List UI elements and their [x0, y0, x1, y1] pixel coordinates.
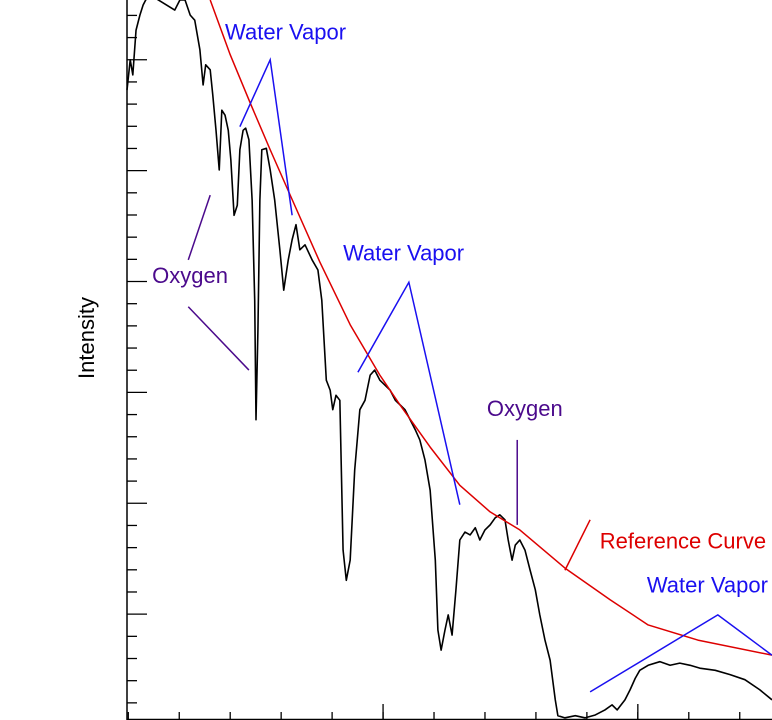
oxygen-annotation-label: Oxygen [487, 396, 563, 421]
spectrum-line [126, 0, 772, 719]
water-annotation-leader [239, 57, 293, 216]
water-annotation-leader [357, 280, 461, 505]
water-annotation-label: Water Vapor [225, 20, 346, 45]
oxygen-annotation-leader [187, 306, 250, 371]
y-axis-label: Intensity [74, 297, 99, 379]
oxygen-annotation-leader [187, 194, 211, 261]
reference-annotation-leader [564, 519, 591, 571]
annotations: Water Vapor Oxygen Water Vapor Oxygen Refere… [152, 20, 772, 693]
water-annotation-label: Water Vapor [647, 573, 768, 598]
axes [126, 0, 772, 720]
water-annotation-label: Water Vapor [343, 241, 464, 266]
water-annotation-leader [589, 613, 772, 693]
oxygen-annotation-label: Oxygen [152, 263, 228, 288]
reference-curve-line [209, 0, 772, 656]
reference-annotation-label: Reference Curve [600, 529, 766, 554]
series-lines [126, 0, 772, 719]
